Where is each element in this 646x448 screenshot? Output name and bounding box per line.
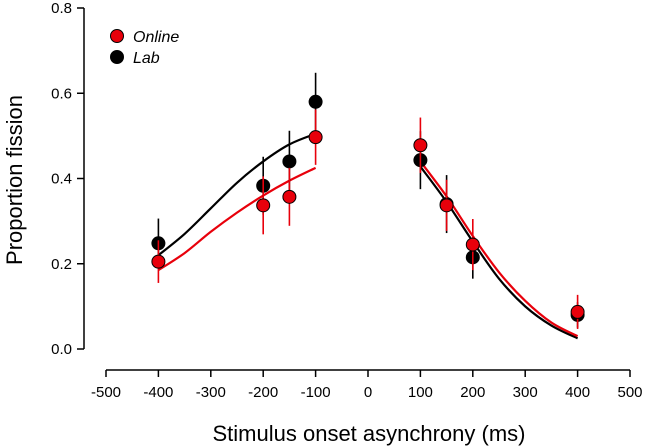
point-online — [413, 138, 428, 153]
x-tick-label: -200 — [248, 384, 278, 401]
fit-curve-online — [419, 160, 579, 338]
fit-curves — [157, 132, 579, 340]
point-online — [465, 237, 480, 252]
legend-marker-lab — [110, 50, 124, 64]
x-tick-label: 500 — [617, 384, 642, 401]
x-tick-label: -400 — [143, 384, 173, 401]
point-online — [570, 304, 585, 319]
point-lab — [308, 94, 323, 109]
x-tick-label: 0 — [364, 384, 372, 401]
data-points — [151, 72, 585, 329]
point-lab — [282, 154, 297, 169]
legend-label-online: Online — [133, 29, 179, 46]
legend-label-lab: Lab — [133, 50, 160, 67]
x-tick-label: 200 — [460, 384, 485, 401]
y-tick-label: 0.6 — [51, 85, 72, 102]
point-online — [439, 198, 454, 213]
x-tick-label: 100 — [408, 384, 433, 401]
x-tick-label: -300 — [196, 384, 226, 401]
x-tick-label: 400 — [565, 384, 590, 401]
y-tick-label: 0.0 — [51, 341, 72, 358]
x-axis-title: Stimulus onset asynchrony (ms) — [213, 421, 526, 446]
point-online — [308, 130, 323, 145]
x-tick-label: -500 — [91, 384, 121, 401]
y-tick-label: 0.2 — [51, 256, 72, 273]
axes: 0.0 0.2 0.4 0.6 0.8 -500 -400 -300 -200 -100 0 100 2… — [51, 0, 642, 401]
x-tick-label: -100 — [301, 384, 331, 401]
point-online — [151, 254, 166, 269]
y-axis-title: Proportion fission — [2, 95, 27, 265]
point-online — [256, 198, 271, 213]
y-tick-label: 0.8 — [51, 0, 72, 17]
legend: Online Lab — [110, 29, 179, 67]
x-tick-label: 300 — [513, 384, 538, 401]
point-online — [282, 189, 297, 204]
y-tick-label: 0.4 — [51, 171, 72, 188]
legend-marker-online — [110, 29, 124, 43]
